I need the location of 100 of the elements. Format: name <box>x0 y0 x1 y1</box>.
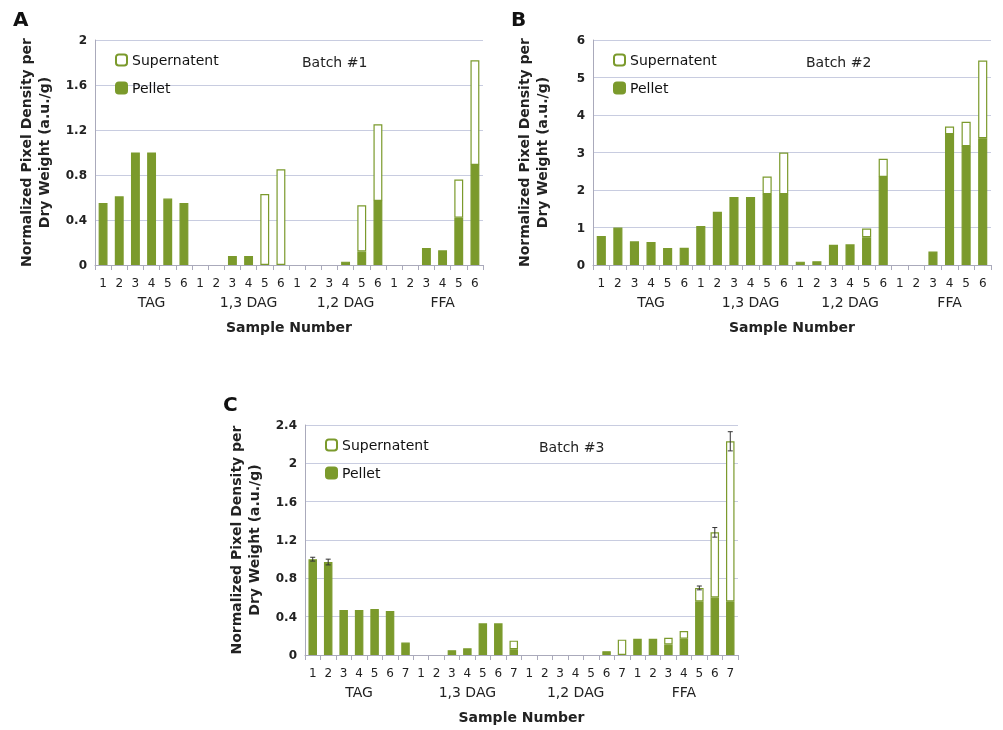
bar <box>633 638 642 655</box>
bar <box>494 623 503 655</box>
bar <box>260 194 270 265</box>
chart-title: A <box>13 7 29 31</box>
x-axis-title: Sample Number <box>226 319 353 335</box>
bar <box>745 197 756 265</box>
x-tick-label: 5 <box>763 276 771 290</box>
bar <box>696 226 706 265</box>
y-tick-label: 0 <box>576 258 585 272</box>
x-tick-label: 6 <box>978 276 987 290</box>
x-tick-label: 2 <box>324 666 333 680</box>
bar <box>370 609 379 655</box>
bar <box>463 648 472 655</box>
legend-label: Pellet <box>630 80 669 96</box>
bar <box>613 227 623 265</box>
x-tick-label: 2 <box>614 276 622 290</box>
x-tick-label: 2 <box>649 666 657 680</box>
x-axis-title: Sample Number <box>729 319 856 335</box>
bar <box>679 247 689 265</box>
x-tick-label: 3 <box>730 276 738 290</box>
bar <box>114 196 124 265</box>
x-tick-label: 3 <box>228 276 237 290</box>
x-tick-label: 1 <box>196 276 204 290</box>
legend-label: Supernatent <box>342 437 430 453</box>
bar <box>602 651 611 655</box>
x-tick-label: 5 <box>370 666 379 680</box>
y-tick-label: 3 <box>576 145 585 160</box>
x-axis-title: Sample Number <box>458 709 585 725</box>
x-tick-label: 1 <box>895 276 904 290</box>
x-tick-label: 5 <box>587 666 595 680</box>
bar <box>341 261 351 265</box>
y-tick-label: 0 <box>78 258 87 272</box>
bar <box>648 638 658 655</box>
bar <box>227 256 237 265</box>
x-tick-label: 5 <box>695 666 704 680</box>
y-tick-label: 0 <box>288 648 297 662</box>
text: 1,2 DAG <box>316 294 375 310</box>
x-tick-label: 1 <box>597 276 606 290</box>
chart-title: C <box>223 392 238 416</box>
x-tick-label: 4 <box>846 276 854 290</box>
legend-label: Pellet <box>342 465 381 481</box>
x-tick-label: 1 <box>696 276 705 290</box>
x-tick-label: 5 <box>862 276 871 290</box>
bar <box>729 197 739 265</box>
bar <box>308 559 317 655</box>
x-tick-label: 1 <box>525 666 534 680</box>
y-tick-label: 1.2 <box>65 123 87 137</box>
x-tick-label: 6 <box>180 276 188 290</box>
bar <box>928 251 938 265</box>
bar <box>354 609 364 655</box>
bar <box>130 152 140 265</box>
bar <box>478 623 488 655</box>
text: Batch #1 <box>302 54 368 70</box>
y-tick-label: 4 <box>576 108 585 122</box>
legend-label: Supernatent <box>132 52 220 68</box>
x-tick-label: 3 <box>131 276 140 290</box>
y-tick-label: 1.6 <box>275 494 297 509</box>
y-tick-label: 2 <box>576 183 585 197</box>
x-tick-label: 4 <box>244 276 253 290</box>
text: FFA <box>430 294 456 310</box>
x-tick-label: 3 <box>829 276 838 290</box>
text: 1,3 DAG <box>438 684 497 700</box>
legend-label: Supernatent <box>630 52 718 68</box>
text: TAG <box>136 294 166 310</box>
bar <box>845 244 855 265</box>
bar <box>812 261 822 265</box>
x-tick-label: 4 <box>341 276 350 290</box>
bar <box>617 639 627 655</box>
chart-title: B <box>511 7 527 31</box>
x-tick-label: 6 <box>602 666 611 680</box>
bar <box>98 203 108 265</box>
bar <box>596 236 606 265</box>
x-tick-label: 7 <box>509 666 518 680</box>
x-tick-label: 2 <box>540 666 549 680</box>
bar <box>421 248 431 265</box>
bar <box>401 642 410 655</box>
text: Batch #2 <box>806 54 872 70</box>
x-tick-label: 6 <box>494 666 503 680</box>
legend-label: Pellet <box>132 80 171 96</box>
x-tick-label: 3 <box>664 666 673 680</box>
x-tick-label: 3 <box>448 666 456 680</box>
x-tick-label: 2 <box>912 276 921 290</box>
bar <box>795 261 805 265</box>
x-tick-label: 5 <box>663 276 672 290</box>
x-tick-label: 6 <box>879 276 888 290</box>
bar <box>438 250 448 265</box>
bar <box>179 203 189 265</box>
y-tick-label: 5 <box>576 70 585 85</box>
y-axis-title: Normalized Pixel Density per Dry Weight (a.u./g) <box>516 37 550 267</box>
x-tick-label: 1 <box>796 276 805 290</box>
x-tick-label: 4 <box>680 666 688 680</box>
x-tick-label: 4 <box>438 276 447 290</box>
y-axis-title: Normalized Pixel Density per Dry Weight (a.u./g) <box>228 425 262 655</box>
y-tick-label: 0.8 <box>65 168 87 182</box>
x-tick-label: 3 <box>325 276 334 290</box>
x-tick-label: 2 <box>813 276 821 290</box>
x-tick-label: 3 <box>929 276 937 290</box>
x-tick-label: 2 <box>432 666 441 680</box>
x-tick-label: 3 <box>422 276 431 290</box>
x-tick-label: 3 <box>630 276 639 290</box>
